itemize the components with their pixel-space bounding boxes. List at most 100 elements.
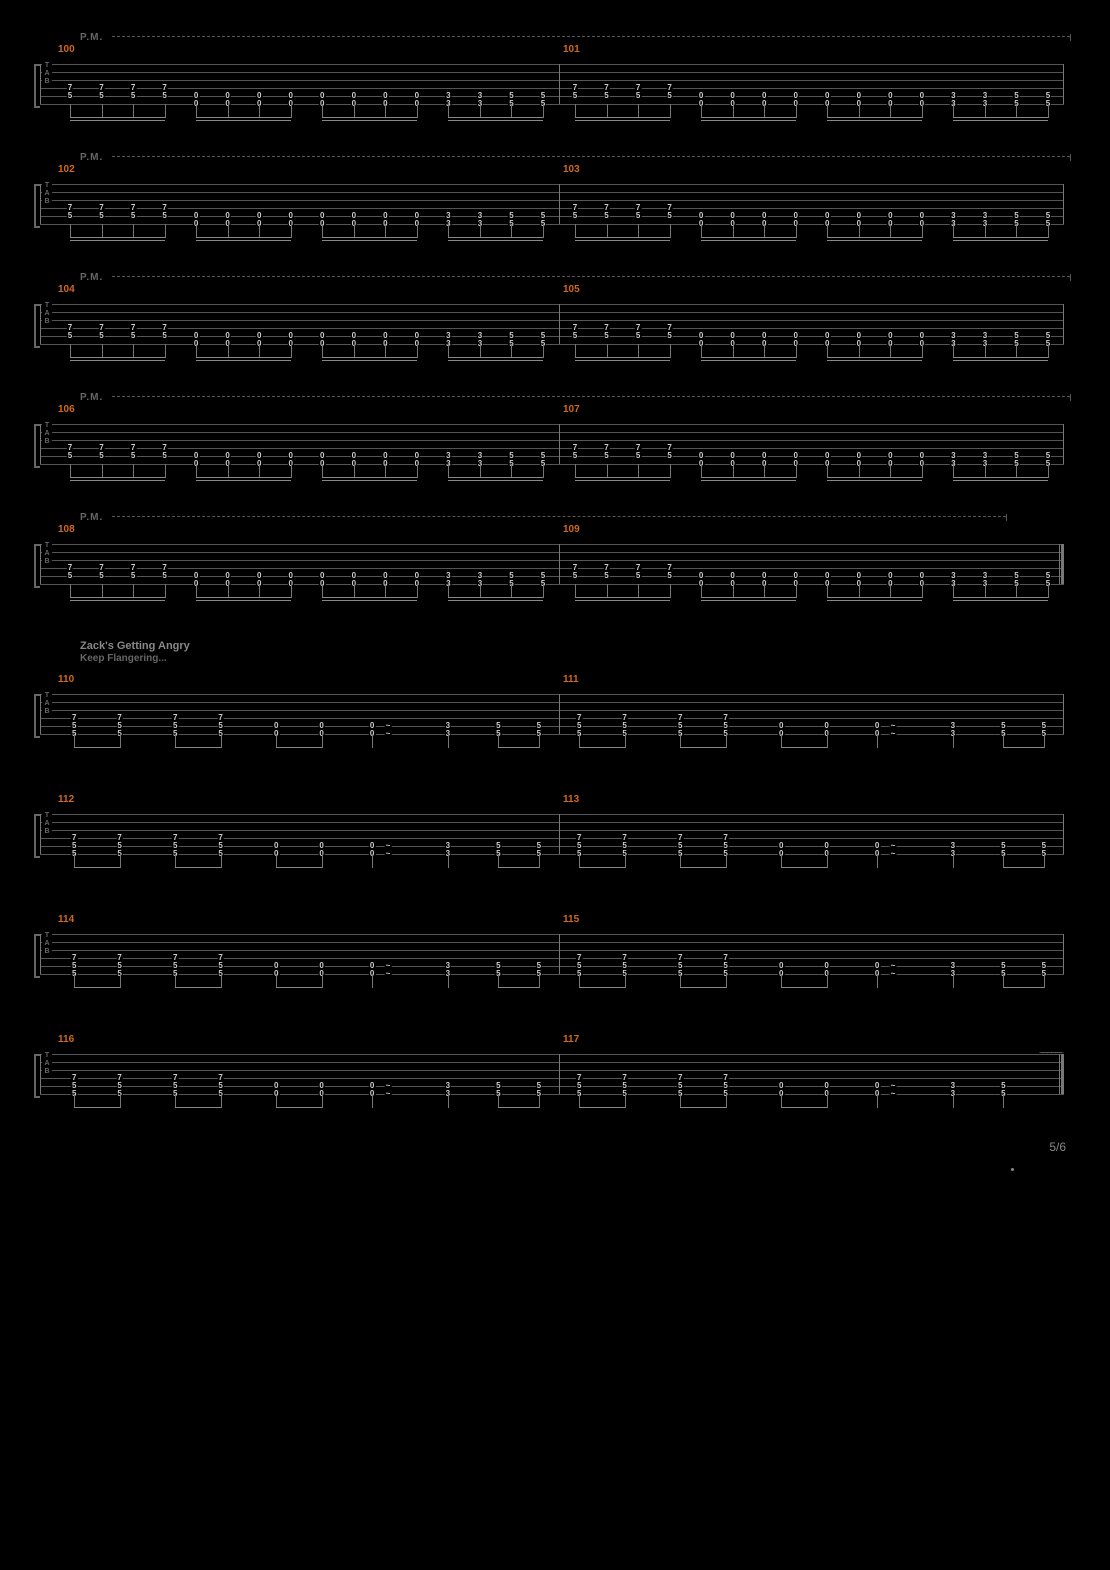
note-stem — [165, 464, 166, 478]
note-stem — [680, 974, 681, 988]
beam — [276, 747, 321, 748]
beam — [953, 360, 1048, 361]
fret-number: 5 — [130, 92, 136, 100]
note-stem — [102, 464, 103, 478]
note-stem — [322, 224, 323, 238]
tab-system: P.M.102103TAB757575750000000000000000333… — [40, 160, 1070, 244]
palm-mute-span — [112, 516, 1006, 518]
note-stem — [322, 1094, 323, 1108]
beam — [701, 117, 796, 118]
note-stem — [228, 344, 229, 358]
note-stem — [953, 734, 954, 748]
note-stem — [165, 224, 166, 238]
note-stem — [221, 974, 222, 988]
note-stem — [196, 584, 197, 598]
beam — [70, 477, 165, 478]
beam — [701, 357, 796, 358]
fret-number: 5 — [603, 92, 609, 100]
note-stem — [70, 584, 71, 598]
fret-number: 5 — [635, 212, 641, 220]
note-stem — [764, 344, 765, 358]
note-stem — [102, 224, 103, 238]
beam — [701, 237, 796, 238]
note-stem — [120, 974, 121, 988]
note-stem — [1003, 974, 1004, 988]
note-stem — [1048, 104, 1049, 118]
fret-number: 5 — [572, 92, 578, 100]
tab-system: 112113TAB755755755755000000~~33555575575… — [40, 790, 1070, 874]
fret-number: 5 — [666, 572, 672, 580]
note-stem — [877, 734, 878, 748]
note-stem — [1048, 464, 1049, 478]
note-stem — [102, 344, 103, 358]
note-stem — [726, 1094, 727, 1108]
note-stem — [701, 104, 702, 118]
note-stem — [579, 1094, 580, 1108]
beams-layer — [40, 108, 1064, 124]
note-stem — [74, 854, 75, 868]
note-stem — [354, 584, 355, 598]
note-stem — [796, 584, 797, 598]
note-stem — [625, 734, 626, 748]
note-stem — [417, 584, 418, 598]
note-stem — [221, 734, 222, 748]
fret-number: 5 — [603, 332, 609, 340]
note-stem — [625, 1094, 626, 1108]
note-stem — [764, 224, 765, 238]
beam — [448, 597, 543, 598]
note-stem — [1003, 854, 1004, 868]
beam — [701, 597, 796, 598]
beam — [827, 117, 922, 118]
note-stem — [480, 584, 481, 598]
note-stem — [890, 104, 891, 118]
beam — [70, 360, 165, 361]
note-stem — [638, 104, 639, 118]
beam — [322, 240, 417, 241]
beam — [680, 747, 725, 748]
fret-number: 5 — [98, 212, 104, 220]
note-stem — [1003, 734, 1004, 748]
beam — [74, 867, 119, 868]
beam — [322, 120, 417, 121]
notes-layer: 755755755755000000~~33555575575575575500… — [40, 1054, 1064, 1094]
note-stem — [625, 854, 626, 868]
note-stem — [221, 1094, 222, 1108]
beam — [1003, 867, 1043, 868]
beam — [953, 480, 1048, 481]
note-stem — [259, 464, 260, 478]
note-stem — [385, 104, 386, 118]
beam — [953, 600, 1048, 601]
note-stem — [480, 344, 481, 358]
beam — [70, 480, 165, 481]
note-stem — [259, 584, 260, 598]
note-stem — [322, 974, 323, 988]
beam — [827, 600, 922, 601]
beam — [953, 477, 1048, 478]
tab-system: P.M.108109TAB757575750000000000000000333… — [40, 520, 1070, 604]
note-stem — [953, 974, 954, 988]
staff: 114115TAB755755755755000000~~33555575575… — [40, 910, 1064, 994]
tie-mark: ~ — [385, 970, 392, 978]
note-stem — [175, 1094, 176, 1108]
beam — [448, 237, 543, 238]
beam — [70, 357, 165, 358]
note-stem — [221, 854, 222, 868]
beam — [827, 240, 922, 241]
note-stem — [543, 464, 544, 478]
note-stem — [448, 854, 449, 868]
note-stem — [291, 104, 292, 118]
beam — [276, 867, 321, 868]
section-subtitle: Keep Flangering... — [80, 653, 1070, 664]
bar-number: 112 — [58, 794, 74, 805]
note-stem — [480, 104, 481, 118]
beam — [74, 1107, 119, 1108]
note-stem — [480, 464, 481, 478]
beam — [196, 360, 291, 361]
bar-number: 116 — [58, 1034, 74, 1045]
note-stem — [70, 344, 71, 358]
note-stem — [133, 104, 134, 118]
beam — [322, 360, 417, 361]
beam — [701, 240, 796, 241]
beam — [827, 480, 922, 481]
note-stem — [259, 224, 260, 238]
